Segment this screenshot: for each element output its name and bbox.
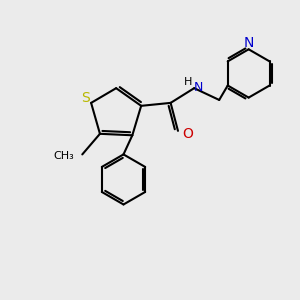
Text: N: N xyxy=(244,36,254,50)
Text: O: O xyxy=(182,127,193,141)
Text: CH₃: CH₃ xyxy=(53,151,74,161)
Text: N: N xyxy=(194,81,203,94)
Text: S: S xyxy=(81,91,90,105)
Text: H: H xyxy=(184,77,192,87)
